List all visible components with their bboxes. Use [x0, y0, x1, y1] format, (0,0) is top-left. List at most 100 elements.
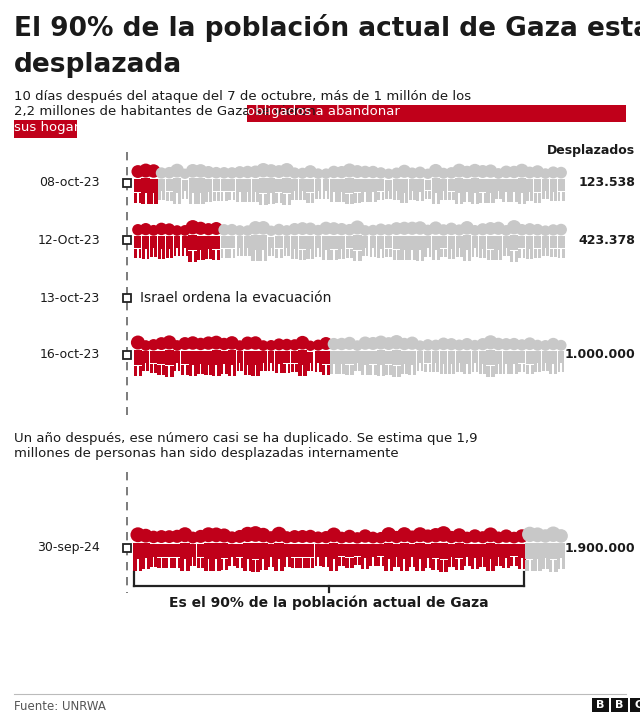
Bar [228, 544, 236, 557]
Circle shape [398, 165, 411, 178]
Bar [369, 557, 372, 566]
Circle shape [163, 167, 175, 178]
Bar [455, 193, 458, 204]
Bar [280, 364, 283, 373]
Circle shape [148, 225, 159, 236]
Bar [275, 179, 283, 192]
Bar [335, 559, 339, 570]
Bar [436, 363, 439, 372]
Bar [429, 248, 431, 257]
Circle shape [234, 340, 245, 351]
Bar [296, 557, 299, 567]
Bar [548, 543, 558, 559]
Bar [486, 193, 490, 204]
Circle shape [226, 224, 237, 235]
Circle shape [406, 336, 419, 350]
Circle shape [524, 167, 536, 178]
Circle shape [289, 339, 300, 351]
Circle shape [281, 531, 293, 543]
Bar [503, 236, 509, 248]
Circle shape [202, 166, 214, 178]
Bar [244, 365, 247, 375]
Bar [421, 560, 424, 571]
Bar [256, 365, 260, 375]
Bar [194, 251, 197, 262]
Bar [350, 193, 354, 204]
Bar [170, 249, 173, 258]
Bar [212, 179, 220, 191]
Circle shape [273, 339, 285, 350]
Circle shape [328, 166, 340, 178]
Bar [526, 192, 529, 201]
Bar [209, 559, 213, 571]
Bar [518, 178, 526, 193]
Bar [507, 558, 510, 568]
Bar [296, 249, 298, 258]
Bar [436, 193, 440, 204]
Bar [147, 363, 149, 371]
Text: 2,2 millones de habitantes de Gaza se vieron: 2,2 millones de habitantes de Gaza se vi… [14, 105, 320, 118]
Circle shape [217, 529, 231, 542]
Bar [272, 557, 275, 567]
Bar [472, 363, 474, 372]
Bar [204, 543, 213, 559]
Bar [354, 544, 361, 556]
Bar [314, 544, 322, 557]
Bar [358, 251, 362, 261]
Bar [424, 248, 427, 257]
Bar [236, 544, 244, 557]
Circle shape [445, 222, 458, 235]
Circle shape [358, 336, 372, 350]
Bar [384, 543, 393, 559]
Circle shape [186, 336, 200, 349]
Bar [486, 365, 490, 377]
Bar [282, 178, 291, 193]
Bar [217, 559, 221, 570]
Circle shape [336, 531, 348, 544]
Bar [401, 250, 404, 260]
Bar [244, 179, 252, 192]
Bar [440, 179, 447, 191]
Bar [533, 559, 537, 570]
Bar [463, 192, 467, 202]
Circle shape [375, 532, 387, 544]
Bar [194, 193, 197, 204]
Bar [492, 559, 495, 570]
Circle shape [406, 222, 419, 235]
Bar [392, 235, 401, 249]
Circle shape [421, 529, 435, 543]
Bar [353, 193, 356, 203]
Bar [393, 544, 400, 557]
Circle shape [288, 530, 301, 543]
Circle shape [326, 528, 341, 542]
Bar [259, 193, 262, 205]
Circle shape [296, 336, 309, 349]
Bar [142, 249, 145, 258]
Bar [358, 363, 360, 371]
Bar [157, 249, 161, 259]
Circle shape [282, 225, 292, 236]
Bar [526, 179, 533, 191]
Bar [431, 543, 440, 558]
Bar [353, 251, 356, 261]
Bar [134, 365, 137, 376]
Bar [415, 543, 424, 559]
Bar [178, 363, 180, 371]
Bar [298, 350, 307, 365]
Circle shape [429, 164, 442, 178]
Bar [432, 352, 439, 363]
Bar [534, 363, 537, 372]
Bar [350, 248, 353, 258]
Circle shape [351, 532, 363, 544]
Bar [295, 191, 298, 200]
Bar [440, 248, 443, 257]
Bar [268, 363, 271, 372]
Circle shape [397, 527, 412, 542]
Text: Un año después, ese número casi se ha duplicado. Se estima que 1,9: Un año después, ese número casi se ha du… [14, 432, 477, 445]
Bar [141, 178, 150, 193]
Circle shape [335, 338, 348, 350]
Bar [495, 365, 498, 374]
Bar [307, 236, 314, 249]
Bar [342, 192, 346, 201]
Circle shape [554, 529, 568, 543]
